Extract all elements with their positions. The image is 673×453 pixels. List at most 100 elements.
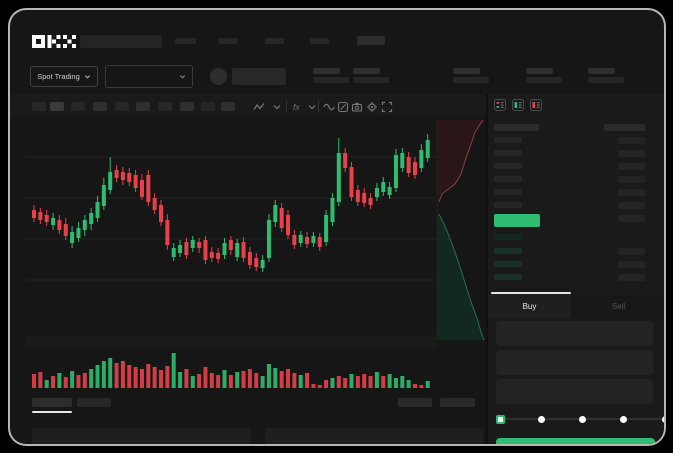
amount-field[interactable]: [496, 350, 653, 375]
candle-body: [76, 228, 81, 238]
volume-bar: [349, 374, 354, 388]
bottom-tab-skeleton[interactable]: [77, 398, 111, 407]
ask-price-skeleton[interactable]: [494, 137, 522, 143]
nav-item-skeleton[interactable]: [175, 38, 196, 44]
book-asks-icon[interactable]: [530, 99, 542, 111]
slider-stop[interactable]: [619, 416, 627, 423]
bid-price-skeleton[interactable]: [494, 274, 522, 280]
bid-price-skeleton[interactable]: [494, 248, 522, 254]
orderbook-header-skeleton: [604, 124, 645, 131]
slider-stop[interactable]: [578, 416, 586, 423]
toolbar-button[interactable]: [93, 102, 107, 111]
bid-price-skeleton[interactable]: [494, 234, 522, 240]
ask-price-skeleton[interactable]: [494, 176, 522, 182]
bottom-action-skeleton[interactable]: [440, 398, 475, 407]
candle-body: [190, 240, 195, 248]
fullscreen-icon[interactable]: [381, 101, 393, 113]
settings-icon[interactable]: [366, 101, 378, 113]
volume-bar: [38, 372, 43, 388]
toolbar-button[interactable]: [71, 102, 85, 111]
slider-stop[interactable]: [661, 416, 664, 423]
toolbar-button[interactable]: [201, 102, 215, 111]
candle-body: [241, 242, 246, 258]
ask-size-skeleton: [618, 202, 645, 209]
buy-submit-button[interactable]: [496, 438, 655, 444]
volume-bar: [70, 371, 75, 388]
volume-bar: [330, 378, 335, 388]
candle-body: [317, 237, 322, 247]
volume-bar: [133, 367, 138, 388]
toolbar-button[interactable]: [50, 102, 64, 111]
nav-item-skeleton[interactable]: [218, 38, 238, 44]
book-both-icon[interactable]: [494, 99, 506, 111]
ask-price-skeleton[interactable]: [494, 189, 522, 195]
tab-buy[interactable]: Buy: [488, 294, 571, 318]
bottom-action-skeleton[interactable]: [398, 398, 432, 407]
price-field[interactable]: [496, 321, 653, 346]
slider-handle[interactable]: [495, 415, 505, 424]
market-type-dropdown[interactable]: Spot Trading: [30, 66, 98, 87]
stat-label-skeleton: [453, 68, 480, 74]
nav-item-skeleton[interactable]: [80, 35, 162, 48]
volume-bar: [222, 370, 227, 388]
indicators-icon[interactable]: fx: [292, 101, 304, 113]
stat-value-skeleton: [453, 77, 489, 83]
book-bids-icon[interactable]: [512, 99, 524, 111]
panel-divider: [486, 94, 488, 444]
candle-body: [400, 153, 405, 168]
bid-size-skeleton: [618, 248, 645, 255]
toolbar-divider: [318, 100, 319, 112]
volume-bar: [101, 361, 106, 388]
pair-name-skeleton: [232, 68, 286, 85]
total-field[interactable]: [496, 379, 653, 404]
toolbar-button[interactable]: [115, 102, 129, 111]
volume-bar: [171, 353, 176, 388]
toolbar-button[interactable]: [221, 102, 235, 111]
toolbar-button[interactable]: [136, 102, 150, 111]
okx-logo[interactable]: [32, 35, 76, 49]
nav-item-skeleton[interactable]: [357, 36, 385, 45]
market-type-label: Spot Trading: [37, 72, 80, 81]
volume-bar: [95, 365, 100, 388]
toolbar-button[interactable]: [32, 102, 46, 111]
compare-icon[interactable]: [337, 101, 349, 113]
candle-body: [51, 218, 56, 225]
nav-item-skeleton[interactable]: [310, 38, 329, 44]
bid-price-skeleton[interactable]: [494, 261, 522, 267]
chevron-down-icon[interactable]: [271, 101, 283, 113]
nav-item-skeleton[interactable]: [265, 38, 284, 44]
wave-icon[interactable]: [323, 101, 335, 113]
candle-body: [63, 224, 68, 236]
volume-bar: [381, 376, 386, 388]
tab-sell[interactable]: Sell: [571, 294, 664, 318]
ask-size-skeleton: [618, 150, 645, 157]
stat-label-skeleton: [588, 68, 615, 74]
candle-body: [159, 205, 163, 222]
pair-select[interactable]: [105, 65, 193, 88]
slider-stop[interactable]: [537, 416, 545, 423]
chevron-down-icon[interactable]: [306, 101, 318, 113]
camera-icon[interactable]: [351, 101, 363, 113]
candle-body: [235, 243, 240, 257]
last-price-pill[interactable]: [494, 214, 540, 227]
price-chart[interactable]: [25, 118, 487, 390]
candle-body: [413, 162, 417, 175]
toolbar-button[interactable]: [158, 102, 172, 111]
candle-body: [108, 172, 113, 190]
candle-body: [260, 260, 265, 268]
candle-body: [419, 150, 424, 168]
line-type-icon[interactable]: [253, 101, 265, 113]
active-tab-indicator: [491, 292, 571, 294]
volume-bar: [343, 378, 348, 388]
candle-body: [120, 172, 125, 180]
bottom-tab-skeleton[interactable]: [32, 398, 72, 407]
toolbar-button[interactable]: [180, 102, 194, 111]
candle-body: [292, 235, 297, 245]
bid-size-skeleton: [618, 261, 645, 268]
volume-bar: [152, 367, 157, 388]
ask-price-skeleton[interactable]: [494, 202, 522, 208]
ask-price-skeleton[interactable]: [494, 163, 522, 169]
ask-price-skeleton[interactable]: [494, 150, 522, 156]
candle-body: [330, 198, 335, 222]
